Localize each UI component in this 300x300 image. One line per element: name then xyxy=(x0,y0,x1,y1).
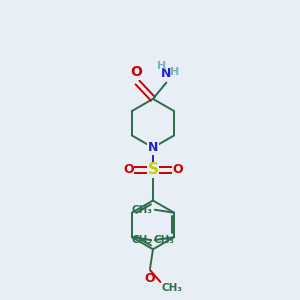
Text: O: O xyxy=(145,272,155,285)
Text: S: S xyxy=(148,162,158,177)
Text: N: N xyxy=(161,67,172,80)
Text: CH₃: CH₃ xyxy=(153,235,174,245)
Text: N: N xyxy=(148,141,158,154)
Text: CH₃: CH₃ xyxy=(132,205,153,215)
Text: O: O xyxy=(123,164,134,176)
Text: H: H xyxy=(157,61,167,71)
Text: CH₃: CH₃ xyxy=(132,235,153,245)
Text: H: H xyxy=(170,67,179,77)
Text: O: O xyxy=(172,164,183,176)
Text: CH₃: CH₃ xyxy=(162,284,183,293)
Text: O: O xyxy=(130,65,142,79)
